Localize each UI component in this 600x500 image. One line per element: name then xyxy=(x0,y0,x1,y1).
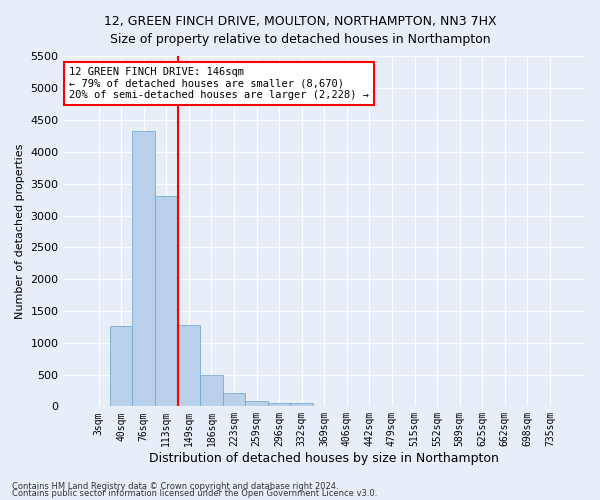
Bar xyxy=(155,196,178,406)
Text: Contains HM Land Registry data © Crown copyright and database right 2024.: Contains HM Land Registry data © Crown c… xyxy=(12,482,338,491)
Bar xyxy=(245,400,268,406)
Bar xyxy=(268,402,290,406)
Bar xyxy=(200,375,223,406)
Y-axis label: Number of detached properties: Number of detached properties xyxy=(15,144,25,319)
X-axis label: Distribution of detached houses by size in Northampton: Distribution of detached houses by size … xyxy=(149,452,499,465)
Text: Contains public sector information licensed under the Open Government Licence v3: Contains public sector information licen… xyxy=(12,489,377,498)
Bar xyxy=(133,131,155,406)
Bar xyxy=(178,325,200,406)
Bar xyxy=(290,403,313,406)
Text: 12, GREEN FINCH DRIVE, MOULTON, NORTHAMPTON, NN3 7HX: 12, GREEN FINCH DRIVE, MOULTON, NORTHAMP… xyxy=(104,15,496,28)
Text: 12 GREEN FINCH DRIVE: 146sqm
← 79% of detached houses are smaller (8,670)
20% of: 12 GREEN FINCH DRIVE: 146sqm ← 79% of de… xyxy=(69,67,369,100)
Text: Size of property relative to detached houses in Northampton: Size of property relative to detached ho… xyxy=(110,32,490,46)
Bar xyxy=(223,392,245,406)
Bar xyxy=(110,326,133,406)
